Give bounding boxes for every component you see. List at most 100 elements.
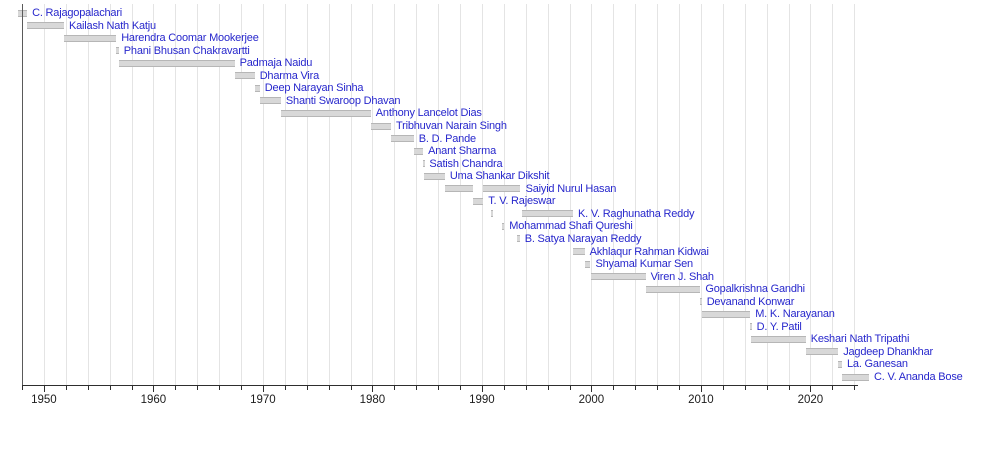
term-bar (701, 310, 751, 318)
x-tick-label-1980: 1980 (359, 394, 386, 406)
governor-name-label: Deep Narayan Sinha (264, 82, 364, 95)
term-bar (370, 122, 392, 130)
x-tick-label-2000: 2000 (578, 394, 605, 406)
minor-tick-2016 (766, 386, 768, 390)
term-bar (750, 323, 752, 331)
term-bar (116, 47, 119, 55)
gridline-1992 (503, 4, 505, 385)
term-bar (413, 147, 424, 155)
minor-tick-1948 (22, 386, 23, 390)
major-tick-1970 (262, 386, 264, 392)
gridline-1990 (481, 4, 483, 385)
governor-name-label: Kailash Nath Katju (69, 19, 156, 32)
term-bar (805, 348, 839, 356)
gridline-1960 (153, 4, 155, 385)
minor-tick-1968 (241, 386, 242, 390)
x-tick-label-1970: 1970 (250, 394, 276, 406)
governor-name-label: Shanti Swaroop Dhavan (285, 94, 401, 107)
term-bar (516, 235, 520, 243)
term-bar (491, 210, 493, 218)
minor-tick-1958 (131, 386, 133, 390)
minor-tick-1988 (460, 386, 461, 390)
minor-tick-2014 (744, 386, 746, 390)
gridline-1958 (131, 4, 133, 385)
term-bar (750, 335, 806, 343)
gridline-1986 (438, 4, 440, 385)
term-bar (700, 298, 702, 306)
gridline-1996 (547, 4, 549, 385)
term-bar (254, 84, 260, 92)
major-tick-2020 (810, 386, 812, 392)
minor-tick-1952 (65, 386, 67, 390)
gridline-1998 (569, 4, 571, 385)
term-bar (483, 185, 521, 193)
y-axis-spine (22, 4, 23, 390)
governor-name-label: T. V. Rajeswar (488, 195, 556, 208)
gridline-1976 (328, 4, 330, 385)
term-bar (473, 197, 484, 205)
governor-name-label: Harendra Coomar Mookerjee (121, 32, 259, 45)
gridline-2006 (657, 4, 659, 385)
gridline-1950 (43, 4, 45, 385)
gridline-1982 (394, 4, 396, 385)
gridline-1962 (175, 4, 177, 385)
term-bar (391, 135, 414, 142)
governor-name-label: Uma Shankar Dikshit (449, 170, 550, 183)
gridline-2002 (613, 4, 615, 385)
major-tick-2000 (591, 386, 593, 392)
gridline-1994 (525, 4, 527, 385)
term-bar (521, 210, 573, 218)
governor-name-label: Devanand Konwar (706, 295, 795, 308)
minor-tick-1984 (416, 386, 418, 390)
governor-name-label: K. V. Raghunatha Reddy (578, 207, 695, 220)
major-tick-1950 (43, 386, 45, 392)
minor-tick-2008 (679, 386, 680, 390)
governor-name-label: Tribhuvan Narain Singh (396, 120, 507, 132)
term-bar (280, 109, 371, 117)
term-bar (502, 222, 505, 230)
governor-name-label: Akhlaqur Rahman Kidwai (589, 245, 709, 258)
gridline-1980 (372, 4, 374, 385)
gridline-2018 (788, 4, 790, 385)
major-tick-1960 (153, 386, 155, 392)
minor-tick-2022 (832, 386, 834, 390)
minor-tick-1966 (219, 386, 221, 390)
term-bar (259, 97, 281, 105)
governor-name-label: Phani Bhusan Chakravartti (123, 44, 250, 57)
term-bar (573, 248, 585, 255)
term-bar (584, 260, 591, 268)
gridline-2008 (679, 4, 680, 385)
governor-name-label: Anant Sharma (428, 145, 497, 158)
gridline-1952 (65, 4, 67, 385)
gridline-2010 (700, 4, 702, 385)
gridline-1974 (306, 4, 308, 385)
x-tick-label-1960: 1960 (140, 394, 167, 406)
minor-tick-2006 (657, 386, 659, 390)
term-bar (444, 185, 474, 193)
gridline-2016 (766, 4, 768, 385)
minor-tick-1974 (306, 386, 308, 390)
x-axis-line (22, 385, 858, 386)
term-bar (27, 22, 64, 30)
term-bar (424, 172, 445, 180)
governor-name-label: Dharma Vira (259, 69, 320, 82)
term-bar (842, 373, 869, 381)
governor-name-label: La. Ganesan (847, 358, 908, 371)
gridline-2014 (744, 4, 746, 385)
governor-name-label: M. K. Narayanan (755, 308, 835, 321)
governor-name-label: Shyamal Kumar Sen (595, 258, 694, 270)
gridline-2012 (722, 4, 724, 385)
term-bar (64, 34, 117, 42)
minor-tick-1992 (503, 386, 505, 390)
minor-tick-2002 (613, 386, 615, 390)
minor-tick-1998 (569, 386, 571, 390)
governor-name-label: Satish Chandra (429, 157, 503, 170)
governor-name-label: Viren J. Shah (650, 270, 714, 283)
gridline-2022 (832, 4, 834, 385)
major-tick-1980 (372, 386, 374, 392)
governor-name-label: Anthony Lancelot Dias (375, 107, 482, 120)
minor-tick-1964 (197, 386, 199, 390)
x-tick-label-1950: 1950 (31, 394, 57, 406)
minor-tick-2018 (788, 386, 790, 390)
